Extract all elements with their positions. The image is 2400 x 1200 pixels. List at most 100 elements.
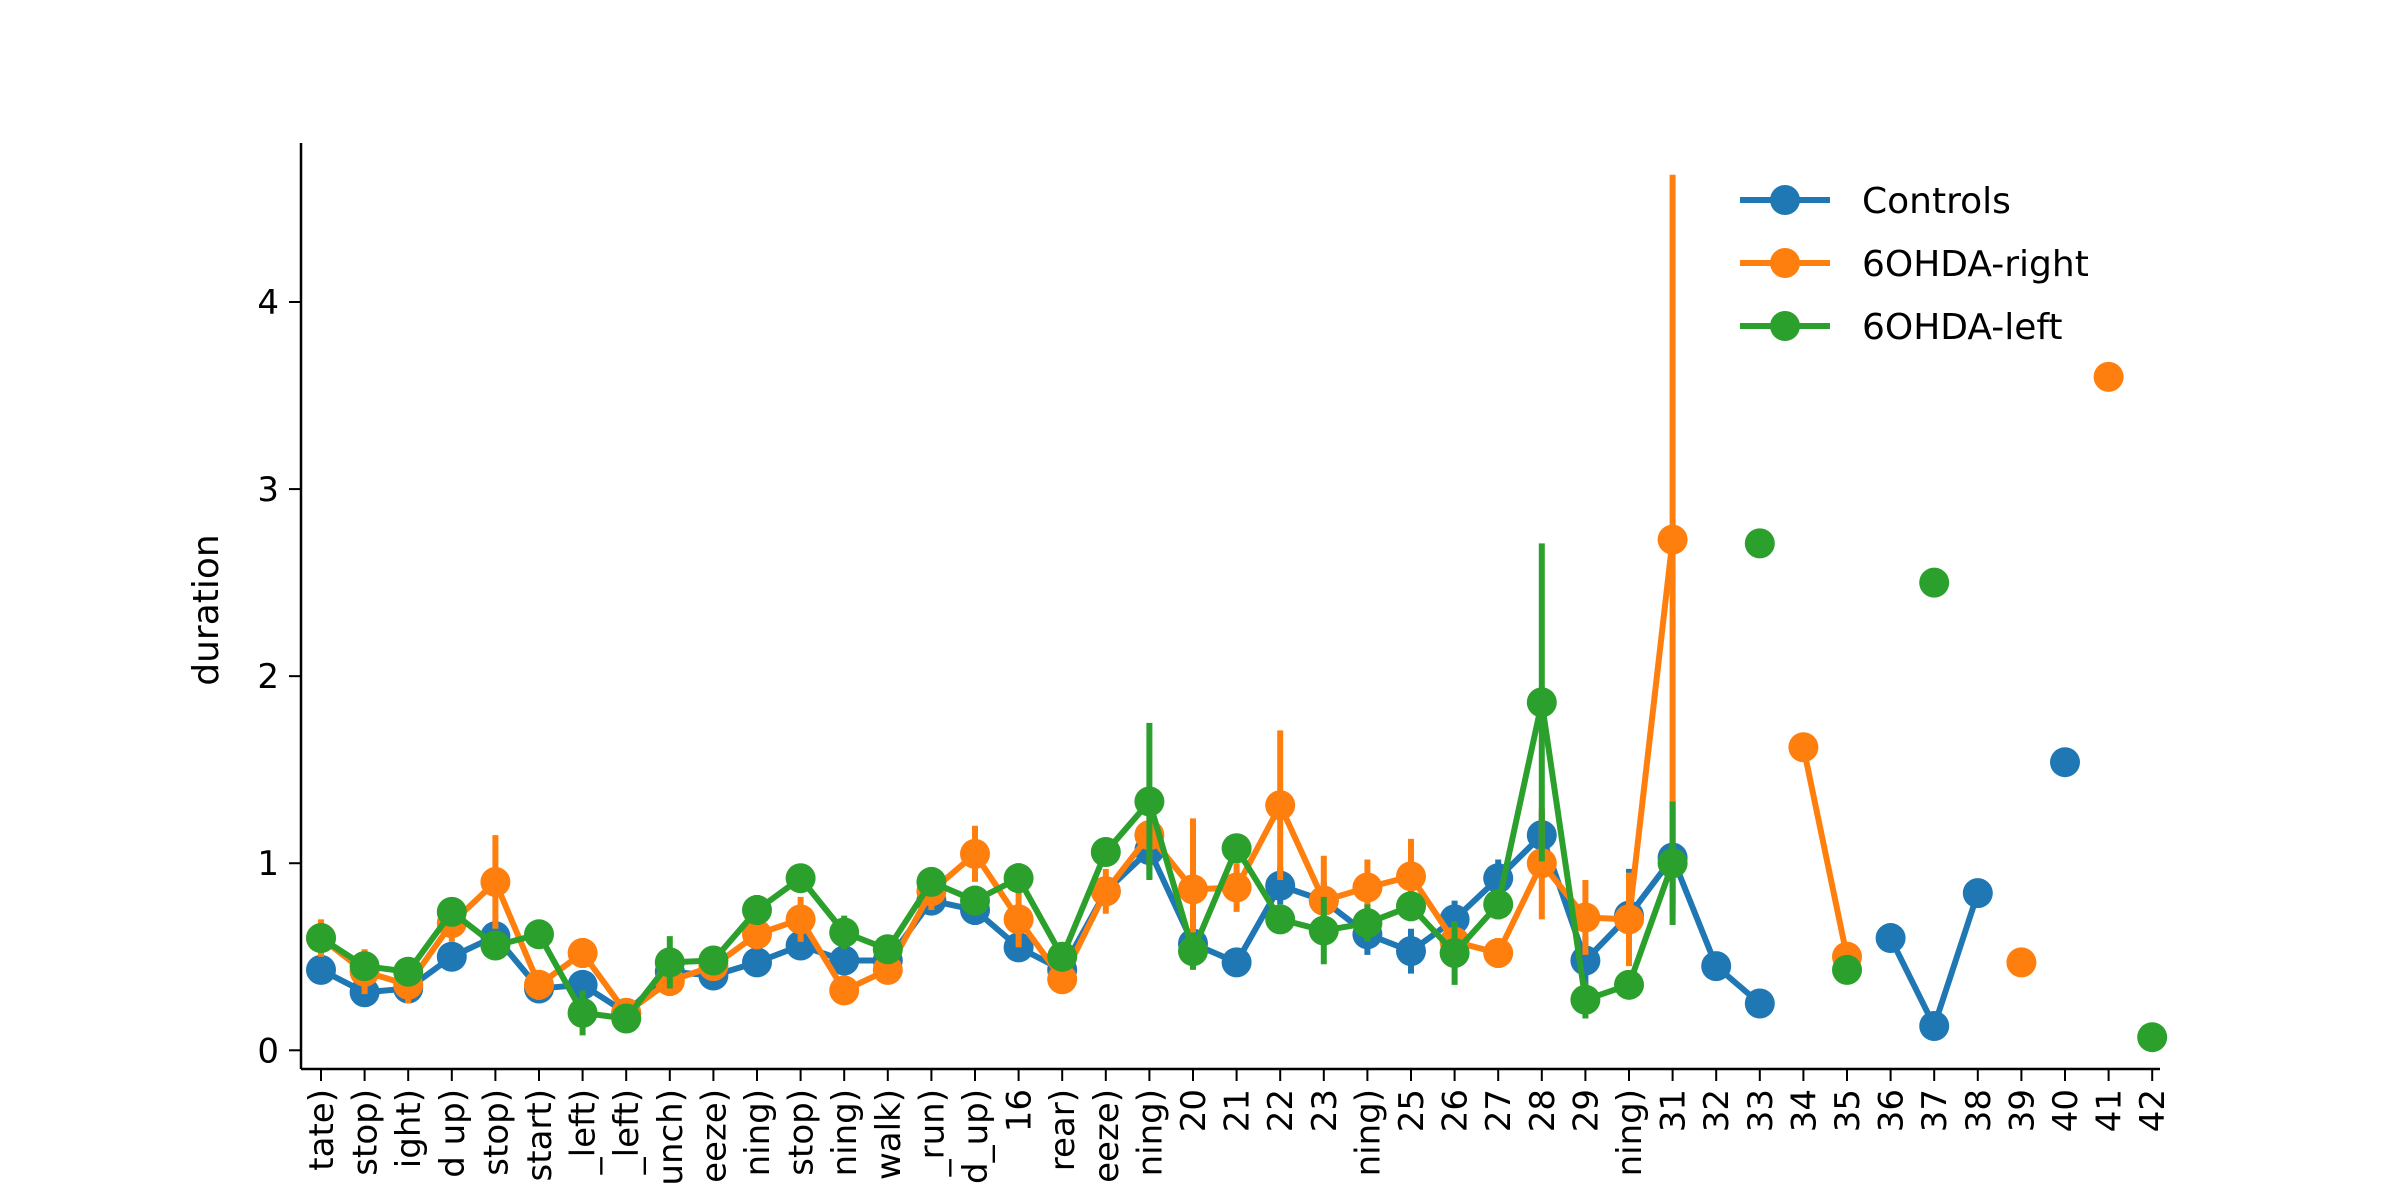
axes bbox=[299, 143, 2160, 1071]
data-point bbox=[872, 954, 903, 985]
x-tick-label: stop) bbox=[782, 1089, 822, 1176]
x-tick-label: _run) bbox=[912, 1089, 952, 1177]
data-point bbox=[1526, 848, 1557, 879]
data-point bbox=[916, 866, 947, 897]
x-tick-label: 41 bbox=[2090, 1089, 2130, 1132]
x-tick-label: _left) bbox=[607, 1089, 647, 1175]
x-tick-label: 21 bbox=[1218, 1089, 1258, 1132]
x-tick-label: ning) bbox=[1130, 1089, 1170, 1176]
data-point bbox=[1178, 936, 1208, 967]
x-tick-label: 32 bbox=[1697, 1089, 1737, 1132]
data-point bbox=[2093, 361, 2124, 392]
data-point bbox=[436, 896, 467, 927]
legend-label: 6OHDA-left bbox=[1862, 307, 2063, 348]
data-point bbox=[1744, 988, 1775, 1019]
x-tick-label: eeze) bbox=[694, 1089, 734, 1183]
data-point bbox=[1919, 567, 1950, 598]
data-point bbox=[567, 938, 598, 969]
legend-item: 6OHDA-left bbox=[1740, 307, 2063, 348]
x-tick-label: 16 bbox=[1000, 1089, 1040, 1132]
x-tick-label: d_up) bbox=[956, 1089, 996, 1184]
x-tick-label: 23 bbox=[1305, 1089, 1345, 1132]
x-tick-label: 34 bbox=[1784, 1089, 1824, 1132]
data-point bbox=[1221, 947, 1252, 978]
y-tick-label: 3 bbox=[257, 470, 279, 510]
data-point bbox=[1396, 861, 1426, 892]
data-point bbox=[960, 885, 990, 916]
x-tick-label: 22 bbox=[1261, 1089, 1301, 1132]
data-point bbox=[611, 1003, 642, 1034]
x-tick-label: d up) bbox=[433, 1089, 473, 1178]
data-point bbox=[829, 945, 860, 976]
data-point bbox=[1265, 790, 1296, 821]
y-tick-label: 1 bbox=[257, 844, 279, 884]
data-point bbox=[1526, 687, 1557, 718]
data-point bbox=[742, 947, 772, 978]
x-tick-label: 20 bbox=[1174, 1089, 1214, 1132]
y-tick-label: 4 bbox=[257, 283, 279, 323]
data-point bbox=[1701, 951, 1732, 982]
data-point bbox=[742, 919, 772, 950]
data-point bbox=[2006, 947, 2037, 978]
data-point bbox=[393, 956, 424, 987]
data-point bbox=[436, 941, 467, 972]
x-tick-label: rear) bbox=[1043, 1089, 1083, 1171]
data-point bbox=[480, 866, 511, 897]
x-tick-label: 31 bbox=[1654, 1089, 1694, 1132]
x-tick-label: ning) bbox=[1348, 1089, 1388, 1176]
data-point bbox=[698, 945, 729, 976]
x-tick-label: 36 bbox=[1872, 1089, 1912, 1132]
data-point bbox=[1614, 904, 1644, 935]
data-point bbox=[1090, 836, 1121, 867]
data-point bbox=[567, 969, 598, 1000]
legend-marker bbox=[1770, 185, 1800, 215]
legend-item: 6OHDA-right bbox=[1740, 244, 2089, 285]
data-point bbox=[1962, 878, 1993, 909]
data-point bbox=[1396, 891, 1426, 922]
data-point bbox=[1308, 915, 1339, 946]
series-6OHDA-left bbox=[306, 528, 2168, 1053]
series-line bbox=[1800, 746, 1850, 958]
data-point bbox=[2050, 747, 2080, 778]
data-point bbox=[2137, 1022, 2168, 1053]
data-point bbox=[524, 919, 554, 950]
data-point bbox=[1788, 732, 1819, 763]
data-point bbox=[1483, 938, 1514, 969]
x-tick-label: 42 bbox=[2133, 1089, 2173, 1132]
y-tick-label: 2 bbox=[257, 657, 279, 697]
data-point bbox=[829, 917, 860, 948]
data-point bbox=[1047, 964, 1078, 995]
legend-item: Controls bbox=[1740, 181, 2011, 222]
x-tick-label: ight) bbox=[389, 1089, 429, 1168]
data-point bbox=[1483, 889, 1514, 920]
legend-marker bbox=[1770, 248, 1800, 278]
x-tick-label: walk) bbox=[869, 1089, 909, 1180]
legend-marker bbox=[1770, 311, 1800, 341]
x-tick-label: 35 bbox=[1828, 1089, 1868, 1132]
x-ticks: tate) stop) ight) d up) stop) start) _left) _le… bbox=[302, 1069, 2173, 1186]
legend-label: Controls bbox=[1862, 181, 2011, 222]
data-point bbox=[1744, 528, 1775, 559]
data-point bbox=[785, 863, 816, 894]
x-tick-label: stop) bbox=[346, 1089, 386, 1176]
x-tick-label: 39 bbox=[2002, 1089, 2042, 1132]
data-point bbox=[785, 904, 816, 935]
data-point bbox=[1134, 786, 1165, 817]
x-tick-label: 28 bbox=[1523, 1089, 1563, 1132]
data-point bbox=[1875, 923, 1906, 954]
data-point bbox=[1047, 941, 1078, 972]
data-point bbox=[1352, 872, 1383, 903]
series-line bbox=[319, 832, 1762, 1016]
legend: Controls 6OHDA-right 6OHDA-left bbox=[1740, 181, 2089, 348]
data-point bbox=[1570, 902, 1601, 933]
data-point bbox=[524, 969, 554, 1000]
data-point bbox=[1614, 969, 1644, 1000]
x-tick-label: stop) bbox=[476, 1089, 516, 1176]
data-point bbox=[1570, 984, 1601, 1015]
x-tick-label: start) bbox=[520, 1089, 560, 1181]
series-layer bbox=[306, 174, 2168, 1053]
data-point bbox=[349, 951, 380, 982]
x-tick-label: ning) bbox=[825, 1089, 865, 1176]
x-tick-label: _left) bbox=[564, 1089, 604, 1175]
